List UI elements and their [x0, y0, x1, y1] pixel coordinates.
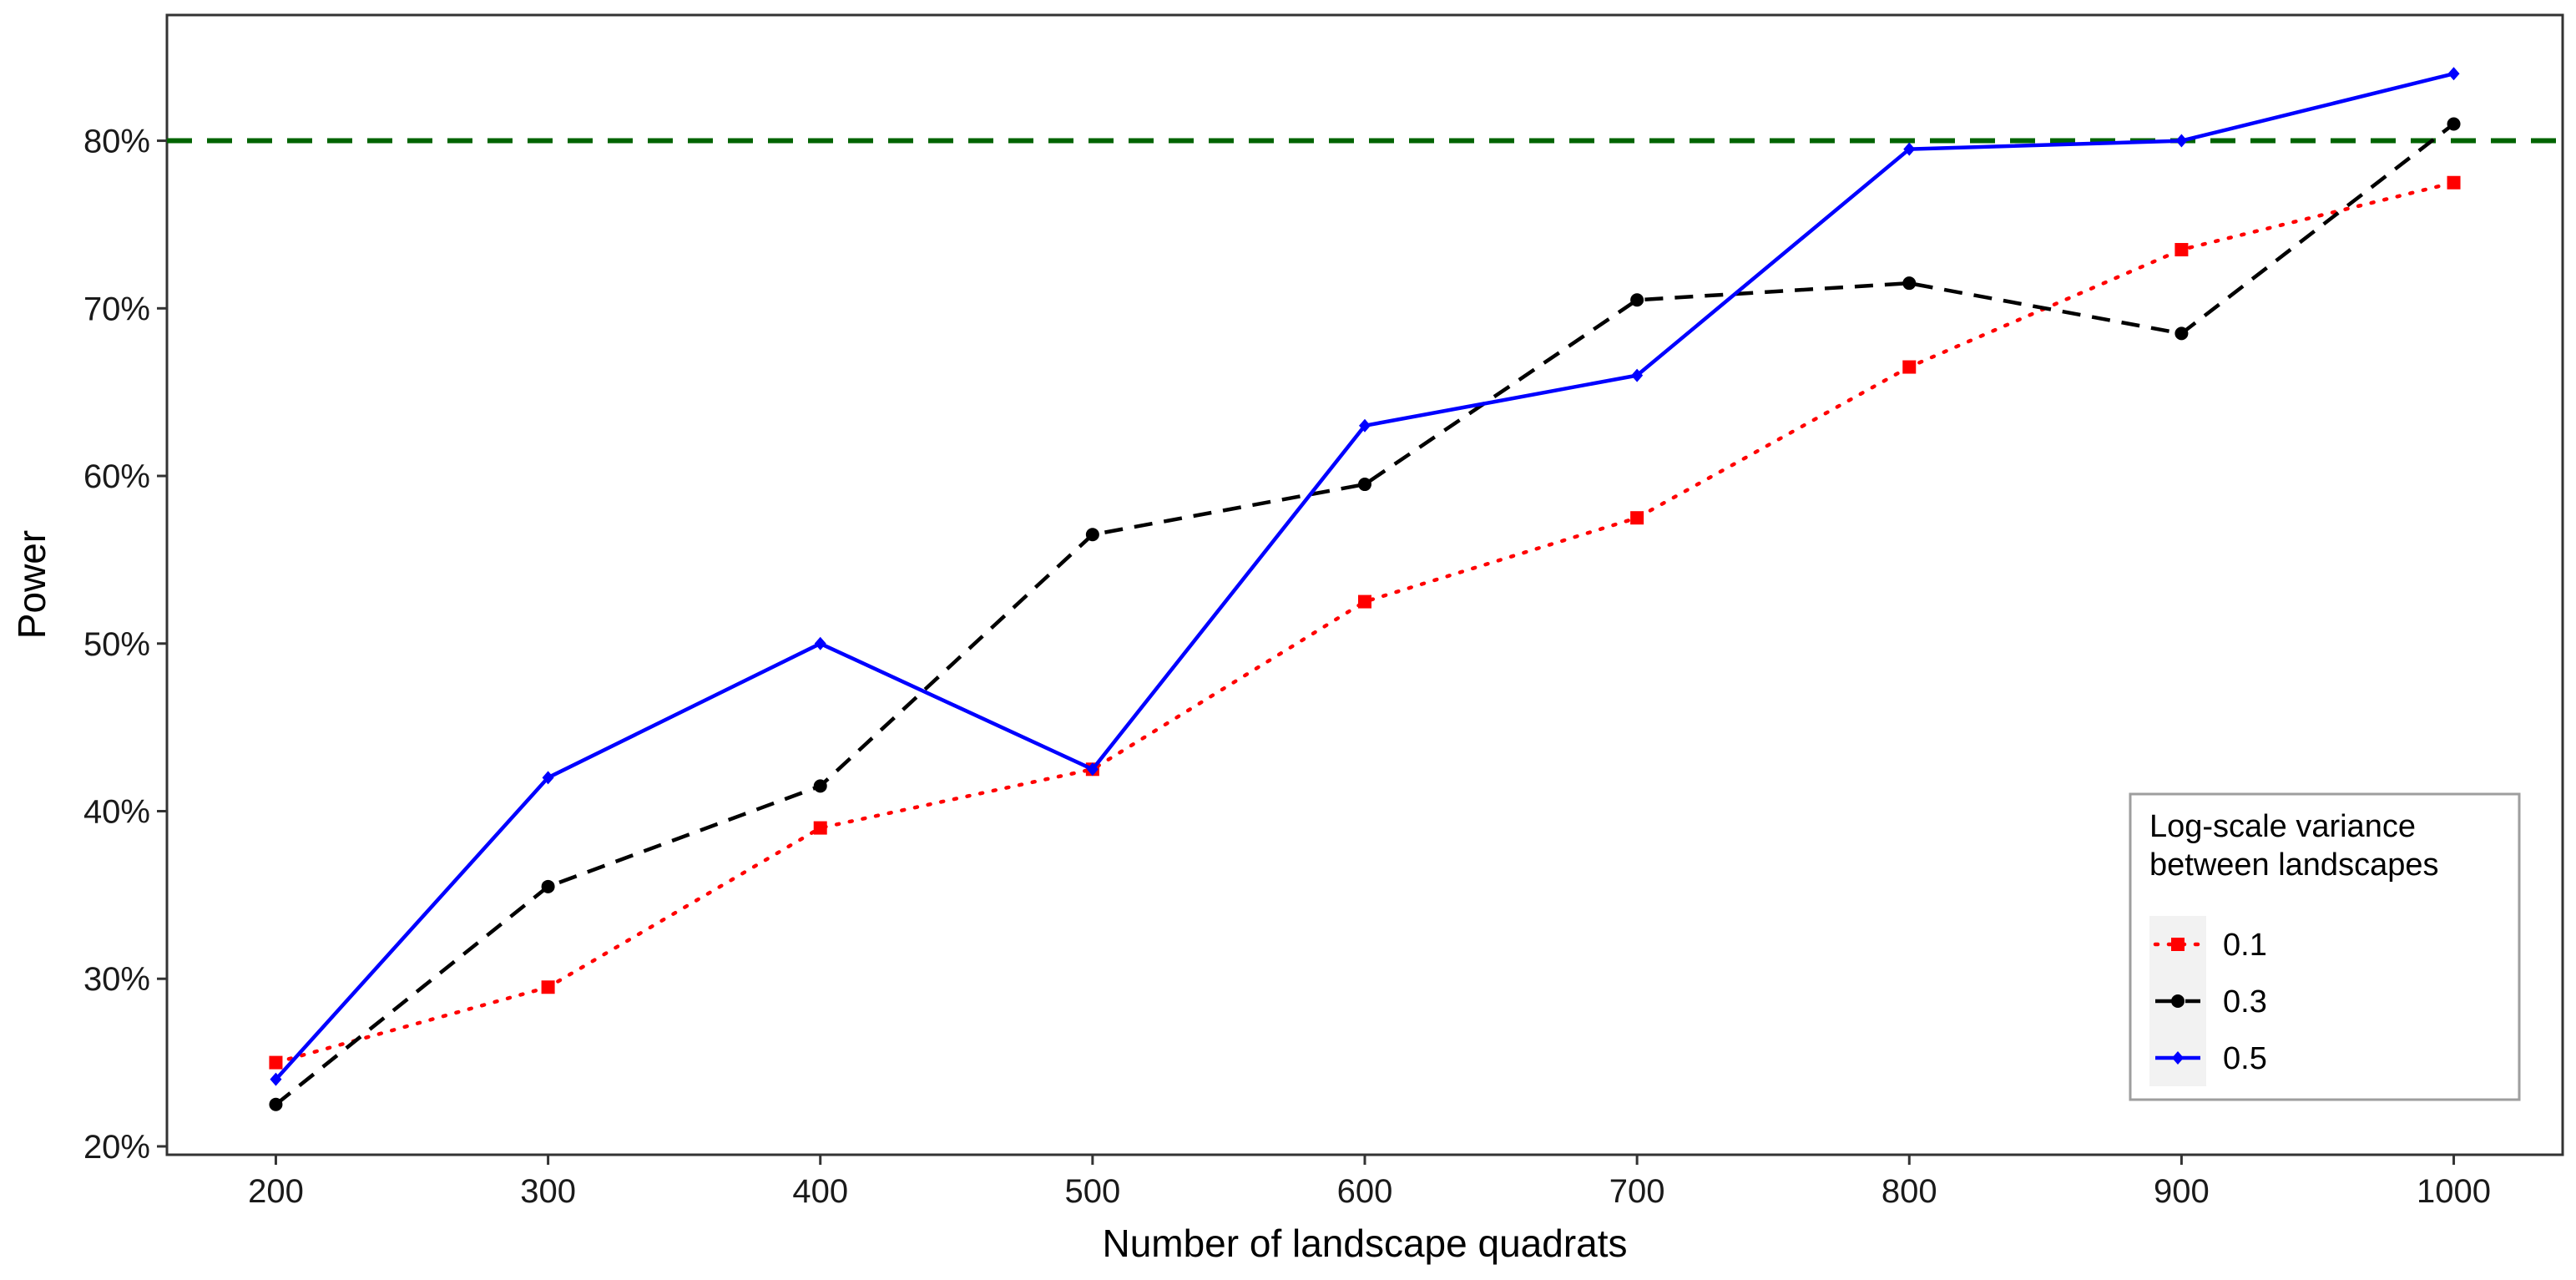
data-point	[269, 1055, 283, 1070]
data-point	[1902, 360, 1917, 374]
legend-title-line-2: between landscapes	[2149, 847, 2438, 883]
legend-entries: 0.1 0.3 0.5	[2149, 916, 2267, 1086]
series-layer	[269, 67, 2461, 1111]
data-point	[2447, 175, 2461, 190]
x-tick-label: 600	[1337, 1173, 1393, 1210]
data-point	[1903, 142, 1916, 156]
data-point	[1086, 762, 1099, 777]
y-tick-label: 30%	[83, 961, 150, 998]
x-tick-label: 1000	[2417, 1173, 2491, 1210]
y-tick-label: 80%	[83, 124, 150, 160]
data-point	[1358, 478, 1371, 492]
data-point	[1358, 594, 1371, 609]
data-point	[2447, 117, 2461, 131]
data-point	[1630, 293, 1644, 307]
data-point	[813, 779, 827, 793]
x-axis-title: Number of landscape quadrats	[1102, 1222, 1627, 1265]
x-tick-label: 900	[2154, 1173, 2210, 1210]
data-point	[814, 636, 826, 650]
data-point	[2447, 67, 2460, 81]
legend-item-0.5: 0.5	[2149, 1030, 2267, 1086]
data-point	[541, 980, 555, 994]
legend-item-0.3: 0.3	[2149, 973, 2267, 1030]
legend-key-marker	[2172, 1051, 2184, 1065]
x-tick-label: 200	[248, 1173, 304, 1210]
x-axis: 200 300 400 500 600 700 800 900 1000	[248, 1155, 2491, 1210]
data-point	[2175, 134, 2188, 148]
series-line-0.1	[274, 180, 2456, 1065]
legend-key-marker	[2171, 938, 2185, 951]
data-point	[1085, 528, 1099, 542]
legend-label: 0.3	[2223, 984, 2267, 1019]
data-point	[2174, 243, 2189, 257]
legend-title-line-1: Log-scale variance	[2149, 809, 2416, 844]
data-point	[2174, 326, 2189, 341]
data-point	[1359, 418, 1371, 433]
series-0.3	[269, 117, 2461, 1111]
y-tick-label: 40%	[83, 793, 150, 830]
series-0.5	[270, 67, 2460, 1086]
data-point	[1902, 276, 1917, 291]
x-tick-label: 500	[1064, 1173, 1120, 1210]
x-tick-label: 300	[520, 1173, 576, 1210]
legend: Log-scale variance between landscapes 0.…	[2129, 792, 2521, 1101]
data-point	[1631, 368, 1644, 382]
y-tick-label: 60%	[83, 458, 150, 495]
x-tick-label: 800	[1881, 1173, 1937, 1210]
data-point	[269, 1097, 283, 1111]
data-point	[541, 879, 555, 893]
legend-label: 0.5	[2223, 1041, 2267, 1076]
y-axis-title: Power	[10, 530, 53, 639]
legend-item-0.1: 0.1	[2149, 916, 2267, 973]
data-point	[542, 771, 554, 785]
x-tick-label: 700	[1609, 1173, 1665, 1210]
data-point	[1630, 511, 1644, 525]
y-tick-label: 70%	[83, 291, 150, 327]
data-point	[270, 1072, 282, 1086]
y-tick-label: 50%	[83, 626, 150, 663]
data-point	[813, 821, 827, 835]
legend-label: 0.1	[2223, 928, 2267, 963]
x-tick-label: 400	[792, 1173, 848, 1210]
y-tick-label: 20%	[83, 1129, 150, 1166]
y-axis: 20% 30% 40% 50% 60% 70% 80%	[83, 124, 167, 1166]
legend-key-marker	[2171, 994, 2185, 1008]
